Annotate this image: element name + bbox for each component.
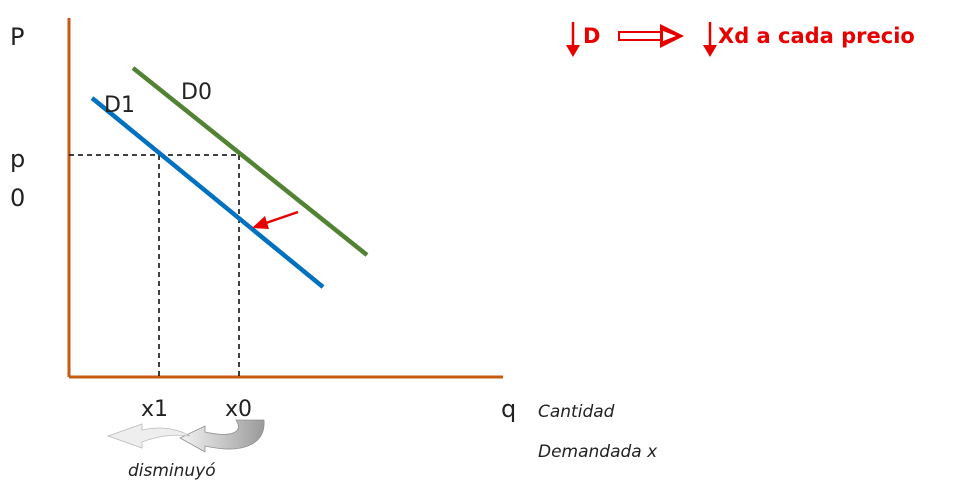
price-label-p: p (10, 145, 25, 173)
demand-curve-d1 (90, 96, 325, 289)
shift-caption: disminuyó (128, 461, 216, 481)
x-axis-label: q (501, 395, 516, 423)
y-axis-label: P (10, 23, 24, 51)
implies-arrow-icon (618, 24, 684, 48)
price-label-0: 0 (10, 184, 25, 212)
x-axis-title-line2: Demandada x (538, 442, 658, 462)
x-tick-x1: x1 (141, 397, 168, 422)
d1-label: D1 (104, 93, 135, 118)
d0-label: D0 (181, 80, 212, 105)
decrease-curved-arrow-icon (106, 419, 265, 453)
x-axis-title-line1: Cantidad (538, 402, 615, 422)
header-right-text: Xd a cada precio (718, 24, 915, 48)
shift-arrow-icon (252, 210, 299, 229)
header-left-text: D (583, 24, 600, 48)
down-arrow-icon (566, 22, 580, 57)
x-tick-x0: x0 (225, 397, 252, 422)
demand-curve-d0 (131, 66, 369, 257)
down-arrow-icon (703, 22, 717, 57)
